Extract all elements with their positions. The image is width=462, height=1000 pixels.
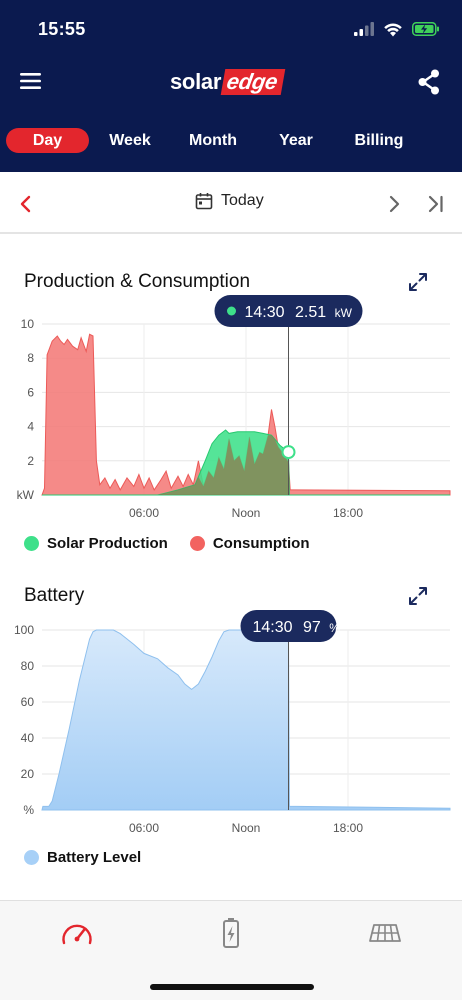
y-tick-label: 80 bbox=[21, 659, 35, 673]
app-header: 15:55 solar edge bbox=[0, 0, 462, 172]
production-consumption-title: Production & Consumption bbox=[24, 271, 251, 292]
tab-billing[interactable]: Billing bbox=[354, 131, 404, 149]
tab-week[interactable]: Week bbox=[109, 131, 151, 149]
tooltip-time: 14:30 bbox=[253, 619, 293, 636]
consumption-legend-dot bbox=[189, 536, 205, 551]
x-tick-label: Noon bbox=[232, 821, 261, 835]
production-consumption-chart[interactable]: kW 2 4 6 8 10 06:00 Noon 18:00 14:30 2.51 kW bbox=[0, 290, 462, 530]
tooltip-unit: % bbox=[329, 621, 340, 635]
date-label: Today bbox=[221, 192, 264, 209]
date-selector[interactable]: Today bbox=[195, 192, 264, 210]
menu-button[interactable] bbox=[18, 68, 44, 94]
y-tick-label: 60 bbox=[21, 695, 35, 709]
y-tick-label: 8 bbox=[27, 351, 34, 365]
date-navigation: Today bbox=[0, 172, 462, 234]
next-day-button[interactable] bbox=[384, 194, 404, 214]
period-tabs: Day Week Month Year Billing bbox=[0, 122, 462, 158]
legend-solar-production: Solar Production bbox=[47, 535, 168, 552]
solar-consumption-overlap-area bbox=[157, 435, 290, 495]
x-tick-label: Noon bbox=[232, 506, 261, 520]
cellular-signal-icon bbox=[354, 22, 374, 36]
wifi-icon bbox=[384, 23, 402, 36]
y-tick-label: 40 bbox=[21, 731, 35, 745]
dashboard-gauge-icon[interactable] bbox=[60, 917, 94, 949]
status-icons bbox=[354, 19, 440, 39]
x-axis-ticks: 06:00 Noon 18:00 bbox=[129, 821, 363, 835]
battery-charging-icon bbox=[412, 22, 439, 36]
tooltip-unit: kW bbox=[335, 306, 353, 320]
previous-day-button[interactable] bbox=[16, 194, 36, 214]
x-axis-ticks: 06:00 Noon 18:00 bbox=[129, 506, 363, 520]
x-tick-label: 18:00 bbox=[333, 821, 363, 835]
bottom-navigation bbox=[0, 900, 462, 1000]
share-icon[interactable] bbox=[416, 68, 442, 96]
battery-level-area bbox=[41, 629, 451, 811]
y-tick-label: % bbox=[23, 803, 34, 817]
x-tick-label: 18:00 bbox=[333, 506, 363, 520]
expand-icon[interactable] bbox=[407, 271, 429, 293]
svg-text:14:30 2.51 kW: 14:30 2.51 kW bbox=[245, 304, 353, 321]
value-tooltip: 14:30 97 % bbox=[240, 610, 341, 642]
y-tick-label: 100 bbox=[14, 623, 34, 637]
y-axis-ticks: kW 2 4 6 8 10 bbox=[17, 317, 35, 502]
y-tick-label: 2 bbox=[27, 454, 34, 468]
y-tick-label: 10 bbox=[21, 317, 35, 331]
logo-solar-text: solar bbox=[170, 69, 222, 94]
tooltip-value: 2.51 bbox=[295, 304, 326, 321]
y-tick-label: kW bbox=[17, 488, 35, 502]
value-tooltip: 14:30 2.51 kW bbox=[214, 295, 363, 327]
status-time: 15:55 bbox=[38, 19, 86, 39]
solar-panel-layout-icon[interactable] bbox=[368, 917, 402, 949]
production-legend: Solar Production Consumption bbox=[24, 535, 310, 552]
solaredge-logo: solar edge bbox=[170, 67, 286, 97]
tab-day[interactable]: Day bbox=[6, 128, 89, 153]
svg-text:14:30 97 %: 14:30 97 % bbox=[253, 619, 341, 636]
calendar-icon bbox=[195, 193, 213, 210]
tab-month[interactable]: Month bbox=[189, 131, 237, 149]
tab-year[interactable]: Year bbox=[279, 131, 313, 149]
battery-storage-icon[interactable] bbox=[214, 917, 248, 949]
expand-icon[interactable] bbox=[407, 585, 429, 607]
cursor-point-marker bbox=[281, 445, 296, 460]
battery-chart[interactable]: % 20 40 60 80 100 06:00 Noon 18:00 14:30 97 % bbox=[0, 604, 462, 844]
x-tick-label: 06:00 bbox=[129, 506, 159, 520]
solar-legend-dot bbox=[24, 536, 39, 551]
tooltip-value: 97 bbox=[303, 619, 321, 636]
x-tick-label: 06:00 bbox=[129, 821, 159, 835]
y-tick-label: 20 bbox=[21, 767, 35, 781]
battery-legend-dot bbox=[24, 850, 39, 865]
y-axis-ticks: % 20 40 60 80 100 bbox=[14, 623, 34, 817]
battery-title: Battery bbox=[24, 585, 85, 606]
y-tick-label: 6 bbox=[27, 385, 34, 399]
legend-battery-level: Battery Level bbox=[47, 849, 142, 866]
legend-consumption: Consumption bbox=[212, 535, 310, 552]
battery-legend: Battery Level bbox=[24, 849, 141, 866]
y-tick-label: 4 bbox=[27, 420, 34, 434]
skip-to-today-button[interactable] bbox=[424, 194, 446, 214]
tooltip-time: 14:30 bbox=[245, 304, 285, 321]
home-indicator bbox=[150, 984, 314, 990]
tooltip-series-dot bbox=[227, 306, 236, 316]
logo-edge-text: edge bbox=[220, 69, 286, 95]
